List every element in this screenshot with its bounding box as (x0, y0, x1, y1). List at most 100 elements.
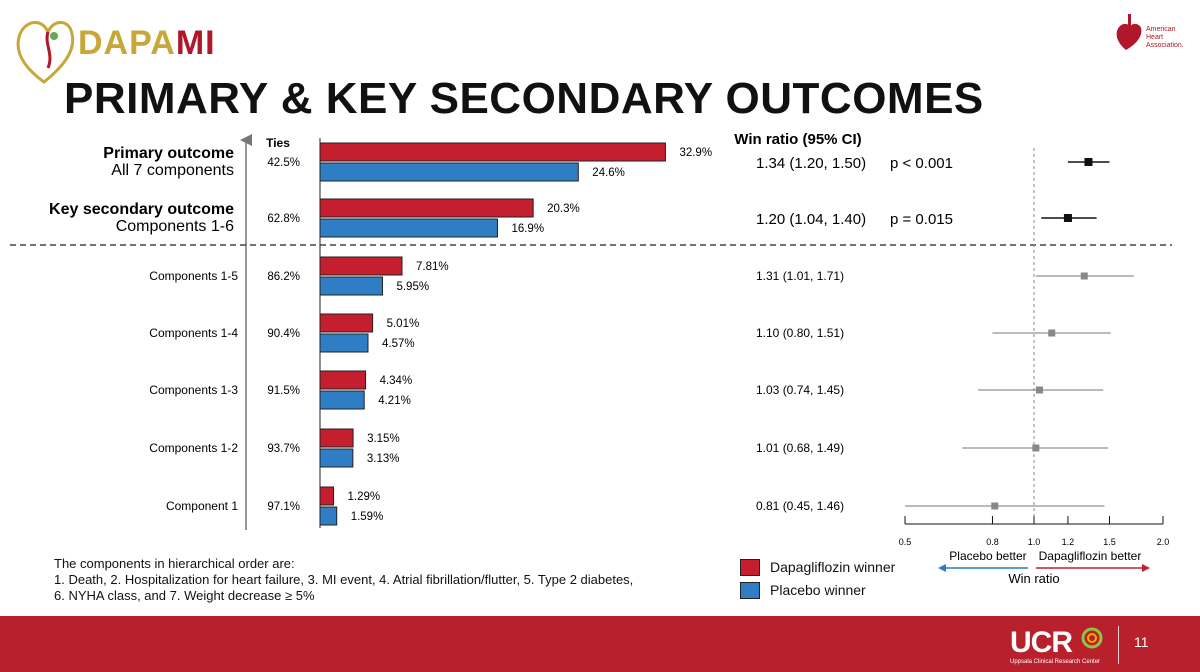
row-label: Component 1 (166, 499, 238, 513)
placebo-bar-label: 3.13% (367, 453, 400, 465)
ties-header: Ties (266, 136, 290, 150)
row-label-sub: All 7 components (111, 162, 234, 179)
dapagliflozin-bar-label: 4.34% (380, 375, 413, 387)
dapagliflozin-bar-label: 5.01% (387, 318, 420, 330)
footnote-line-2: 1. Death, 2. Hospitalization for heart f… (54, 572, 634, 587)
placebo-bar-label: 5.95% (396, 281, 429, 293)
placebo-better-arrowhead-icon (938, 564, 946, 572)
placebo-bar (319, 333, 369, 353)
dapagliflozin-bar (319, 313, 374, 333)
forest-tick-label: 1.5 (1103, 537, 1116, 547)
legend-item-dapagliflozin: Dapagliflozin winner (740, 556, 895, 578)
outcome-row: Components 1-5 86.2% 7.81% 5.95% 1.31 (1.01,… (149, 256, 1134, 296)
forest-point-estimate (1032, 444, 1040, 452)
placebo-bar-label: 4.21% (378, 395, 411, 407)
row-label-bold: Key secondary outcome (49, 201, 234, 218)
outcome-row: Components 1-4 90.4% 5.01% 4.57% 1.10 (0.80,… (149, 313, 1111, 353)
dapagliflozin-bar (319, 198, 534, 218)
footnote-line-1: The components in hierarchical order are… (54, 556, 295, 571)
slide-title: PRIMARY & KEY SECONDARY OUTCOMES (64, 74, 984, 123)
placebo-bar (319, 218, 498, 238)
dapagliflozin-bar (319, 486, 335, 506)
dapagliflozin-bar (319, 428, 354, 448)
component-footnote: The components in hierarchical order are… (54, 556, 633, 604)
forest-point-estimate (1084, 158, 1093, 166)
outcome-row: Components 1-2 93.7% 3.15% 3.13% 1.01 (0.68,… (149, 428, 1109, 468)
dapagliflozin-bar (319, 256, 403, 276)
row-label-sub: Components 1-6 (116, 218, 234, 235)
placebo-bar (319, 276, 383, 296)
ties-value: 91.5% (267, 385, 300, 397)
dapagliflozin-bar-label: 20.3% (547, 203, 580, 215)
aha-logo-text: American Heart Association. (1146, 26, 1184, 49)
win-ratio-value: 1.34 (1.20, 1.50) (756, 155, 866, 172)
legend-item-placebo: Placebo winner (740, 579, 895, 601)
placebo-bar-label: 16.9% (511, 223, 544, 235)
placebo-bar-label: 24.6% (592, 167, 625, 179)
row-label: Components 1-5 (149, 269, 238, 283)
dapami-logo-text: DAPAMI (78, 24, 216, 63)
win-ratio-value: 1.01 (0.68, 1.49) (756, 441, 844, 455)
placebo-better-label: Placebo better (949, 549, 1026, 563)
p-value: p < 0.001 (890, 155, 953, 172)
forest-point-estimate (1080, 272, 1088, 280)
page-number: 11 (1134, 634, 1149, 650)
row-label: Components 1-2 (149, 441, 238, 455)
legend-swatch-dapagliflozin (740, 558, 760, 576)
win-ratio-value: 1.03 (0.74, 1.45) (756, 383, 844, 397)
forest-tick-label: 0.5 (899, 537, 912, 547)
dapagliflozin-better-label: Dapagliflozin better (1039, 549, 1142, 563)
row-label: Components 1-3 (149, 383, 238, 397)
chart-legend: Dapagliflozin winner Placebo winner (740, 556, 895, 602)
aha-heart-torch-icon (1116, 14, 1142, 50)
footer-bar (0, 616, 1200, 672)
placebo-bar (319, 162, 579, 182)
win-ratio-header: Win ratio (95% CI) (734, 131, 861, 148)
legend-label-dapagliflozin: Dapagliflozin winner (770, 559, 896, 575)
dapagliflozin-better-arrowhead-icon (1142, 564, 1150, 572)
ucr-ring-icon (1081, 627, 1103, 649)
placebo-bar-label: 1.59% (351, 511, 384, 523)
forest-point-estimate (1063, 214, 1072, 222)
forest-point-estimate (991, 502, 999, 510)
placebo-bar (319, 390, 365, 410)
legend-label-placebo: Placebo winner (770, 582, 866, 598)
ucr-subtitle: Uppsala Clinical Research Center (1010, 659, 1101, 665)
legend-swatch-placebo (740, 581, 760, 599)
forest-tick-label: 2.0 (1157, 537, 1170, 547)
win-ratio-value: 0.81 (0.45, 1.46) (756, 499, 844, 513)
footer-divider (1118, 626, 1119, 664)
logo-text-mi: MI (175, 24, 216, 62)
forest-point-estimate (1048, 329, 1056, 337)
placebo-bar (319, 506, 338, 526)
placebo-bar (319, 448, 354, 468)
placebo-bar-label: 4.57% (382, 338, 415, 350)
outcome-row: Component 1 97.1% 1.29% 1.59% 0.81 (0.45, 1.… (166, 486, 1105, 526)
ucr-logo-text: UCR (1010, 626, 1073, 659)
win-ratio-value: 1.10 (0.80, 1.51) (756, 326, 844, 340)
ties-value: 42.5% (267, 157, 300, 169)
chart-static-layer: Ties Win ratio (95% CI) 0.5 0.8 1.0 1.2 1.5 2.0… (10, 131, 1172, 586)
p-value: p = 0.015 (890, 211, 953, 228)
dapagliflozin-bar-label: 1.29% (348, 491, 381, 503)
ties-value: 97.1% (267, 501, 300, 513)
ties-value: 93.7% (267, 443, 300, 455)
win-ratio-value: 1.20 (1.04, 1.40) (756, 211, 866, 228)
dapagliflozin-bar-label: 7.81% (416, 261, 449, 273)
forest-tick-label: 1.2 (1062, 537, 1075, 547)
dapagliflozin-bar (319, 142, 666, 162)
row-label-bold: Primary outcome (103, 145, 234, 162)
dapami-heart-logo (16, 21, 75, 84)
dapagliflozin-bar-label: 3.15% (367, 433, 400, 445)
forest-tick-label: 0.8 (986, 537, 999, 547)
row-label: Components 1-4 (149, 326, 238, 340)
win-ratio-value: 1.31 (1.01, 1.71) (756, 269, 844, 283)
logo-text-dapa: DAPA (78, 24, 176, 62)
dapagliflozin-bar (319, 370, 367, 390)
footnote-line-3: 6. NYHA class, and 7. Weight decrease ≥ … (54, 588, 315, 603)
dapagliflozin-bar-label: 32.9% (679, 147, 712, 159)
